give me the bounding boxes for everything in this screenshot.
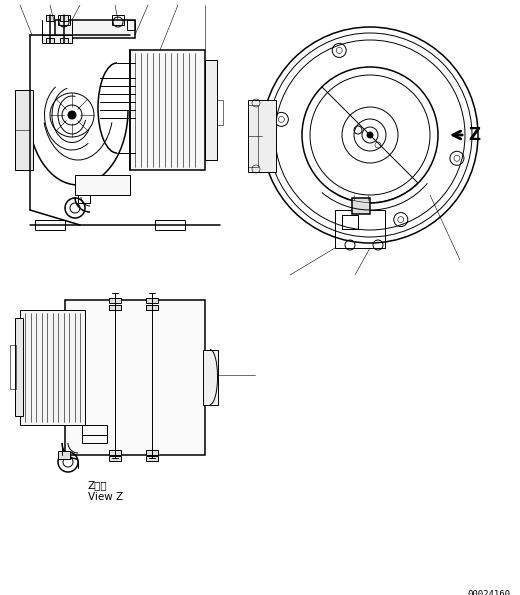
Bar xyxy=(15,90,33,170)
Bar xyxy=(58,15,70,25)
Bar xyxy=(78,195,90,203)
Bar xyxy=(335,210,385,248)
Bar xyxy=(248,100,276,172)
Bar xyxy=(342,215,358,229)
Bar xyxy=(109,305,121,310)
Bar xyxy=(155,220,185,230)
Bar xyxy=(130,50,205,170)
Bar xyxy=(127,20,135,30)
Bar xyxy=(42,35,72,43)
Text: Z　視: Z 視 xyxy=(88,480,108,490)
Bar xyxy=(248,105,258,167)
Bar xyxy=(60,15,68,21)
Bar xyxy=(146,305,158,310)
Bar xyxy=(109,456,121,461)
Bar xyxy=(15,318,23,416)
Bar xyxy=(146,456,158,461)
Text: View Z: View Z xyxy=(88,492,123,502)
Bar xyxy=(112,15,124,25)
Bar xyxy=(55,20,135,38)
Bar xyxy=(35,220,65,230)
Bar xyxy=(109,450,121,455)
Circle shape xyxy=(68,111,76,119)
Bar xyxy=(58,451,70,459)
Bar xyxy=(352,198,370,214)
Bar xyxy=(20,310,85,425)
Bar xyxy=(109,298,121,303)
Bar xyxy=(146,450,158,455)
Bar xyxy=(60,38,68,43)
Bar xyxy=(10,345,16,389)
Circle shape xyxy=(367,132,373,138)
Text: 00024160: 00024160 xyxy=(467,590,510,595)
Bar xyxy=(65,300,205,455)
Bar xyxy=(205,60,217,160)
Bar xyxy=(217,100,223,125)
Bar xyxy=(82,435,107,443)
Text: Z: Z xyxy=(468,126,480,144)
Bar xyxy=(46,38,54,43)
Bar xyxy=(46,15,54,21)
Bar xyxy=(82,425,107,435)
Bar xyxy=(75,175,130,195)
Bar xyxy=(203,350,218,405)
Bar xyxy=(146,298,158,303)
